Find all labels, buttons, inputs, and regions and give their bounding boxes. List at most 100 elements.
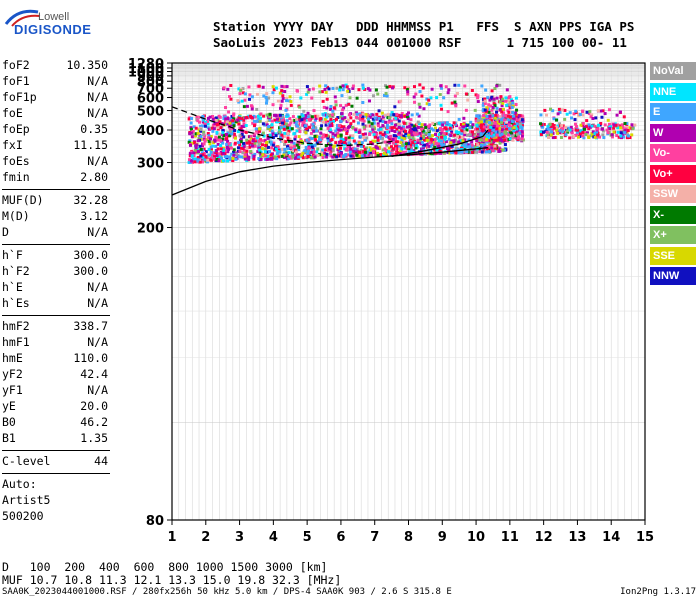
echo-point xyxy=(398,147,402,151)
echo-point xyxy=(278,150,282,154)
echo-point xyxy=(238,116,242,120)
echo-point xyxy=(470,130,474,134)
echo-point xyxy=(507,118,511,122)
echo-point xyxy=(410,150,414,154)
echo-point xyxy=(250,142,254,146)
echo-point xyxy=(384,120,388,124)
echo-point xyxy=(293,144,297,148)
echo-point xyxy=(499,95,503,99)
echo-point xyxy=(225,137,229,141)
echo-point xyxy=(491,114,495,118)
echo-point xyxy=(272,88,276,92)
echo-point xyxy=(591,117,595,121)
echo-point xyxy=(355,115,359,119)
echo-point xyxy=(606,118,610,122)
echo-point xyxy=(308,114,312,118)
echo-point xyxy=(479,126,483,130)
echo-point xyxy=(192,125,196,129)
echo-point xyxy=(441,133,445,137)
echo-point xyxy=(500,132,504,136)
echo-point xyxy=(289,103,293,107)
echo-point xyxy=(278,130,282,134)
echo-point xyxy=(593,124,597,128)
echo-point xyxy=(474,150,478,154)
echo-point xyxy=(480,150,484,154)
echo-point xyxy=(409,143,413,147)
echo-point xyxy=(229,123,233,127)
echo-point xyxy=(224,149,228,153)
echo-point xyxy=(331,155,335,159)
echo-point xyxy=(511,134,515,138)
echo-point xyxy=(349,154,353,158)
echo-point xyxy=(463,133,467,137)
echo-point xyxy=(239,88,243,92)
legend-item-vo-: Vo+ xyxy=(650,164,696,183)
echo-point xyxy=(339,151,343,155)
echo-point xyxy=(546,125,550,129)
echo-point xyxy=(337,124,341,128)
echo-point xyxy=(340,141,344,145)
echo-point xyxy=(221,141,225,145)
echo-point xyxy=(297,145,301,149)
echo-point xyxy=(549,107,553,111)
echo-point xyxy=(409,129,413,133)
echo-point xyxy=(318,84,322,88)
echo-point xyxy=(389,151,393,155)
echo-point xyxy=(442,96,446,100)
echo-point xyxy=(468,133,472,137)
echo-point xyxy=(198,124,202,128)
echo-point xyxy=(265,157,269,161)
echo-point xyxy=(514,117,518,121)
echo-point xyxy=(254,127,258,131)
echo-point xyxy=(563,108,567,112)
echo-point xyxy=(501,108,505,112)
echo-point xyxy=(397,122,401,126)
echo-point xyxy=(543,108,547,112)
echo-point xyxy=(244,130,248,134)
x-tick-label: 2 xyxy=(201,530,210,545)
echo-point xyxy=(385,125,389,129)
echo-point xyxy=(339,133,343,137)
echo-point xyxy=(344,103,348,107)
echo-point xyxy=(351,136,355,140)
echo-point xyxy=(393,144,397,148)
echo-point xyxy=(508,103,512,107)
echo-point xyxy=(298,105,302,109)
echo-point xyxy=(290,127,294,131)
echo-point xyxy=(371,130,375,134)
echo-point xyxy=(430,143,434,147)
echo-point xyxy=(302,116,306,120)
echo-point xyxy=(550,130,554,134)
echo-point xyxy=(219,147,223,151)
auto-line: 500200 xyxy=(2,509,44,523)
echo-point xyxy=(439,86,443,90)
echo-point xyxy=(452,139,456,143)
echo-point xyxy=(247,155,251,159)
echo-point xyxy=(615,134,619,138)
echo-point xyxy=(440,107,444,111)
echo-point xyxy=(207,134,211,138)
echo-point xyxy=(194,146,198,150)
echo-point xyxy=(463,138,467,142)
param-value: 10.350 xyxy=(66,58,108,72)
echo-point xyxy=(197,136,201,140)
echo-point xyxy=(249,149,253,153)
echo-point xyxy=(256,150,260,154)
echo-point xyxy=(257,142,261,146)
echo-point xyxy=(226,122,230,126)
echo-point xyxy=(593,135,597,139)
echo-point xyxy=(221,131,225,135)
echo-point xyxy=(226,131,230,135)
echo-point xyxy=(455,91,459,95)
echo-point xyxy=(385,123,389,127)
echo-point xyxy=(291,149,295,153)
chart-axes: 1 2 3 4 5 6 7 8 9 10 11 12 13 14 151280110010009008007… xyxy=(128,57,654,545)
echo-point xyxy=(284,99,288,103)
echo-point xyxy=(212,157,216,161)
echo-point xyxy=(409,127,413,131)
echo-point xyxy=(481,144,485,148)
echo-point xyxy=(381,115,385,119)
echo-point xyxy=(407,146,411,150)
echo-point xyxy=(298,119,302,123)
echo-point xyxy=(348,125,352,129)
